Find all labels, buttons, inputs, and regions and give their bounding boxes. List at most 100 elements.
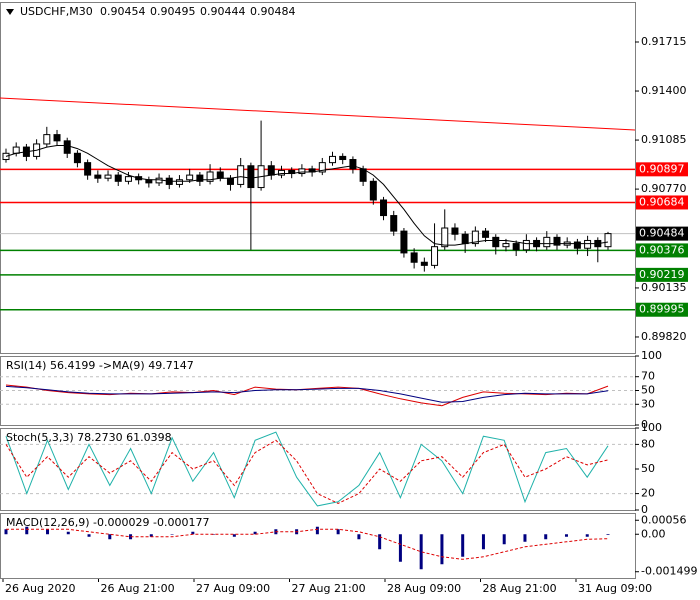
histogram-bar [378, 534, 382, 550]
candle [329, 151, 337, 166]
candle [84, 159, 92, 180]
candle-body [226, 177, 234, 185]
y-tick-label: 0.91400 [641, 84, 687, 97]
histogram-bar [544, 534, 548, 540]
histogram-bar [170, 534, 174, 535]
candle-body [114, 174, 122, 182]
candle [196, 171, 204, 186]
level-label-box [636, 195, 688, 210]
candle-body [206, 171, 214, 182]
candle-body [53, 134, 61, 142]
candle-body [441, 227, 449, 248]
candle [43, 126, 51, 148]
header-value: 0.90444 [200, 5, 246, 18]
candle-body [461, 233, 469, 245]
histogram-bar [523, 534, 527, 542]
candle-body [410, 252, 418, 263]
candle-body [247, 165, 255, 189]
histogram-bar [66, 531, 70, 535]
candle [206, 164, 214, 185]
candle-body [339, 155, 347, 161]
candle [94, 170, 102, 183]
candle-body [94, 174, 102, 179]
candle-body [2, 152, 10, 161]
histogram-bar [398, 534, 402, 562]
candle-body [420, 261, 428, 266]
candle [247, 162, 255, 250]
y-tick-label: 70 [641, 370, 655, 383]
candle [441, 209, 449, 250]
y-tick-label: 80 [641, 437, 655, 450]
y-tick-label: 20 [641, 487, 655, 500]
y-tick-label: 0.00056 [641, 513, 687, 526]
candle-body [451, 227, 459, 235]
candle [492, 234, 500, 255]
candle-body [349, 159, 357, 170]
histogram-bar [440, 534, 444, 565]
moving-average [5, 145, 609, 246]
time-label: 28 Aug 09:00 [387, 582, 461, 595]
time-label: 27 Aug 09:00 [196, 582, 270, 595]
y-tick-label: 0 [641, 418, 648, 431]
candle-body [104, 174, 112, 179]
candle [2, 148, 10, 163]
candle-body [584, 239, 592, 249]
time-label: 26 Aug 21:00 [101, 582, 175, 595]
candle-body [175, 179, 183, 185]
candle [482, 228, 490, 243]
candle-body [124, 176, 132, 182]
chart-symbol: USDCHF,M30 [20, 5, 93, 18]
candle [553, 234, 561, 250]
candle-body [400, 230, 408, 254]
candle-body [216, 171, 224, 179]
histogram-bar [129, 534, 133, 540]
candle-body [196, 174, 204, 182]
time-label: 31 Aug 09:00 [578, 582, 652, 595]
y-tick-label: 100 [641, 421, 662, 434]
y-tick-label: 0.00 [641, 527, 666, 540]
candle-body [329, 155, 337, 164]
histogram-bar [357, 534, 361, 540]
candle [410, 248, 418, 269]
y-tick-label: 50 [641, 462, 655, 475]
candle-body [73, 152, 81, 164]
time-label: 27 Aug 21:00 [292, 582, 366, 595]
candle [573, 238, 581, 255]
candle-body [277, 169, 285, 176]
candle [390, 210, 398, 236]
candle [277, 165, 285, 179]
level-label: 0.90684 [639, 195, 685, 208]
header-value: 0.90454 [100, 5, 146, 18]
level-label-box [636, 302, 688, 317]
candle [318, 157, 326, 176]
candle-body [84, 162, 92, 176]
candle-body [12, 146, 20, 154]
candle [63, 137, 71, 158]
histogram-bar [585, 534, 589, 537]
level-label-box [636, 243, 688, 258]
histogram-bar [25, 526, 29, 535]
candle-body [482, 230, 490, 238]
y-tick-label: 0.91715 [641, 35, 687, 48]
trendline [0, 97, 636, 131]
y-tick-label: 30 [641, 397, 655, 410]
candle-body [43, 134, 51, 145]
histogram-bar [4, 529, 8, 535]
candle-body [492, 236, 500, 248]
candle [584, 235, 592, 257]
candle-body [298, 168, 306, 175]
candle [298, 164, 306, 177]
time-label: 28 Aug 21:00 [483, 582, 557, 595]
candle-body [553, 236, 561, 246]
menu-arrow [6, 9, 14, 15]
header-value: 0.90484 [250, 5, 296, 18]
indicator-line [5, 385, 609, 403]
candle [420, 257, 428, 272]
histogram-bar [46, 529, 50, 535]
candle [543, 231, 551, 250]
y-tick-label: 0.90135 [641, 281, 687, 294]
candle [114, 171, 122, 186]
candle-body [502, 243, 510, 248]
